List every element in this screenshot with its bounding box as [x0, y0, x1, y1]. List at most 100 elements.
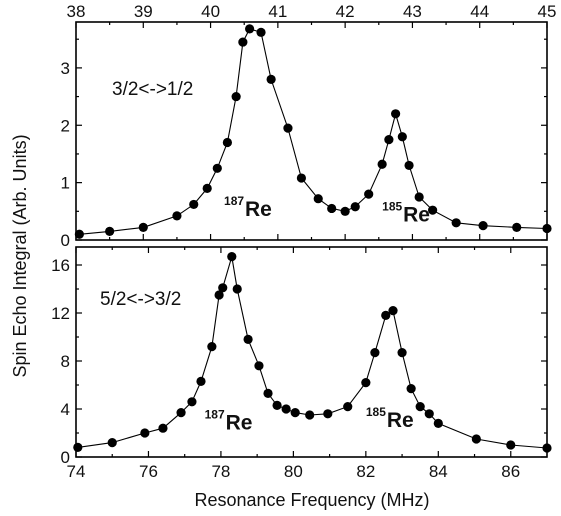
isotope-mass-number: 187 [224, 194, 244, 208]
bottom-data-point [281, 404, 291, 414]
bottom-data-point [323, 409, 333, 419]
bottom-data-point [263, 388, 273, 398]
bottom-transition-label: 5/2<->3/2 [100, 289, 181, 310]
bottom-data-point [415, 402, 425, 412]
bottom-data-point [187, 397, 197, 407]
top-y-tick-label: 2 [61, 116, 70, 135]
top-y-tick-label: 1 [61, 174, 70, 193]
top-x-tick-label: 44 [470, 2, 489, 21]
bottom-x-tick-label: 78 [211, 462, 230, 481]
top-data-point [404, 160, 414, 171]
top-data-point [364, 189, 374, 199]
top-data-point [231, 91, 241, 102]
top-data-point [189, 199, 199, 210]
bottom-x-tick-label: 74 [67, 462, 86, 481]
isotope-element: Re [387, 409, 414, 432]
bottom-data-point [207, 342, 217, 352]
bottom-data-point [158, 423, 168, 433]
bottom-y-tick-label: 16 [51, 256, 70, 275]
bottom-axes-frame [75, 246, 548, 458]
top-transition-label: 3/2<->1/2 [112, 79, 193, 100]
bottom-data-point [107, 438, 117, 448]
bottom-data-point [140, 428, 150, 438]
bottom-x-tick-label: 80 [284, 462, 303, 481]
top-x-tick-label: 45 [538, 2, 557, 21]
top-data-point [512, 222, 522, 232]
top-data-point [340, 206, 350, 216]
top-y-tick-label: 3 [61, 59, 70, 78]
top-x-tick-label: 39 [134, 2, 153, 21]
isotope-element: Re [245, 198, 272, 221]
bottom-data-point [305, 410, 315, 420]
top-data-point [542, 223, 552, 234]
top-data-point [74, 229, 84, 239]
bottom-data-point [243, 334, 253, 344]
bottom-isotope-label: 185 Re [366, 405, 414, 432]
bottom-data-point [406, 384, 416, 394]
bottom-x-tick-label: 86 [501, 462, 520, 481]
isotope-element: Re [226, 411, 253, 434]
top-x-tick-label: 43 [403, 2, 422, 21]
top-x-tick-label: 41 [268, 2, 287, 21]
top-data-point [266, 74, 276, 84]
bottom-x-tick-label: 76 [139, 462, 158, 481]
top-data-point [414, 192, 424, 202]
top-data-point [350, 202, 360, 212]
bottom-data-point [196, 376, 206, 386]
bottom-data-point [397, 348, 407, 358]
top-data-point [384, 135, 394, 145]
bottom-data-point [361, 378, 371, 388]
top-data-point [212, 163, 222, 173]
isotope-mass-number: 187 [205, 407, 225, 421]
top-data-point [478, 221, 488, 231]
top-data-point [313, 194, 323, 204]
top-data-point [283, 123, 293, 133]
bottom-data-point [542, 443, 552, 453]
bottom-data-point [370, 348, 380, 358]
isotope-element: Re [403, 204, 430, 227]
bottom-x-tick-label: 84 [429, 462, 448, 481]
bottom-data-point [272, 400, 282, 410]
bottom-data-point [214, 290, 224, 300]
top-data-point [327, 203, 337, 214]
bottom-data-point [343, 402, 353, 412]
top-x-tick-label: 38 [67, 2, 86, 21]
top-isotope-label: 185 Re [382, 200, 430, 227]
top-data-point [244, 24, 255, 34]
bottom-data-point [232, 284, 242, 294]
top-y-tick-label: 0 [61, 231, 70, 250]
bottom-data-point [176, 408, 186, 418]
bottom-data-point [227, 252, 237, 262]
top-data-point [172, 211, 182, 221]
top-data-point [391, 109, 401, 119]
bottom-y-tick-label: 0 [61, 448, 70, 467]
bottom-data-point [290, 408, 300, 418]
top-isotope-label: 187 Re [224, 194, 272, 221]
top-data-point [238, 37, 248, 47]
bottom-series-line [77, 256, 548, 449]
top-data-point [296, 173, 307, 183]
bottom-y-tick-label: 12 [51, 304, 70, 323]
bottom-data-point [433, 418, 443, 428]
top-x-tick-label: 42 [336, 2, 355, 21]
bottom-data-point [218, 283, 228, 293]
top-data-point [451, 218, 461, 228]
top-data-point [377, 159, 387, 169]
top-data-point [428, 205, 438, 215]
top-axes-frame [75, 21, 548, 241]
bottom-x-tick-label: 82 [356, 462, 375, 481]
top-data-point [397, 132, 407, 142]
bottom-data-point [388, 306, 398, 316]
bottom-data-point [471, 434, 481, 444]
top-series-line [79, 28, 548, 235]
isotope-mass-number: 185 [366, 405, 386, 419]
top-data-point [105, 226, 115, 236]
bottom-data-point [381, 310, 391, 320]
top-data-point [222, 137, 232, 148]
top-data-point [202, 183, 212, 193]
bottom-data-point [73, 442, 83, 452]
bottom-y-tick-label: 4 [61, 400, 70, 419]
